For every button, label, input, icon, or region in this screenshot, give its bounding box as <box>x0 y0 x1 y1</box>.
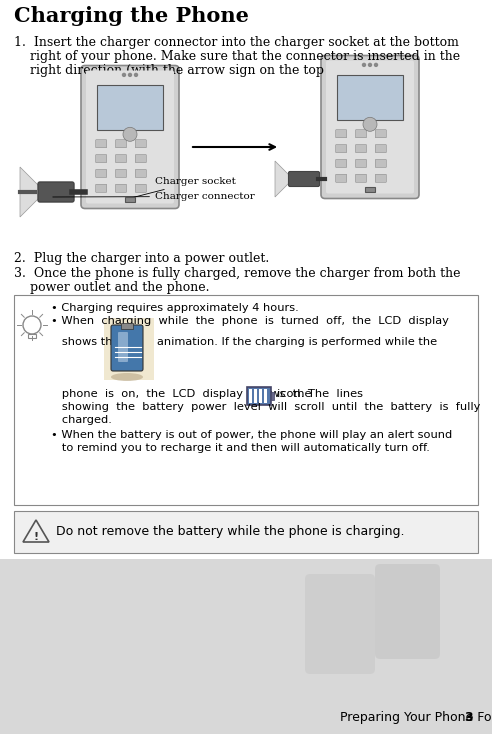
FancyBboxPatch shape <box>336 174 347 182</box>
FancyBboxPatch shape <box>264 389 267 403</box>
Text: !: ! <box>33 532 38 542</box>
FancyBboxPatch shape <box>336 130 347 138</box>
FancyBboxPatch shape <box>125 197 135 202</box>
Text: Do not remove the battery while the phone is charging.: Do not remove the battery while the phon… <box>56 526 404 539</box>
Text: • Charging requires approximately 4 hours.: • Charging requires approximately 4 hour… <box>51 303 299 313</box>
FancyBboxPatch shape <box>375 564 440 659</box>
FancyBboxPatch shape <box>247 387 271 405</box>
Circle shape <box>374 63 377 66</box>
FancyBboxPatch shape <box>96 139 107 148</box>
Text: right direction (with the arrow sign on the top ).: right direction (with the arrow sign on … <box>14 64 337 77</box>
FancyBboxPatch shape <box>135 184 146 192</box>
FancyBboxPatch shape <box>104 318 154 380</box>
Text: 1.  Insert the charger connector into the charger socket at the bottom: 1. Insert the charger connector into the… <box>14 36 459 49</box>
Text: • When the battery is out of power, the phone will play an alert sound: • When the battery is out of power, the … <box>51 430 452 440</box>
FancyBboxPatch shape <box>337 75 403 120</box>
Circle shape <box>123 127 137 142</box>
FancyBboxPatch shape <box>0 559 492 734</box>
FancyBboxPatch shape <box>111 325 143 371</box>
FancyBboxPatch shape <box>81 65 179 208</box>
Text: • When  charging  while  the  phone  is  turned  off,  the  LCD  display: • When charging while the phone is turne… <box>51 316 449 326</box>
Circle shape <box>363 117 377 131</box>
FancyBboxPatch shape <box>135 155 146 163</box>
Text: 3.  Once the phone is fully charged, remove the charger from both the: 3. Once the phone is fully charged, remo… <box>14 267 461 280</box>
FancyBboxPatch shape <box>96 184 107 192</box>
FancyBboxPatch shape <box>118 332 128 362</box>
Text: phone  is  on,  the  LCD  display  shows  the: phone is on, the LCD display shows the <box>51 389 311 399</box>
Text: charged.: charged. <box>51 415 112 425</box>
FancyBboxPatch shape <box>365 186 375 192</box>
FancyBboxPatch shape <box>356 145 367 153</box>
FancyBboxPatch shape <box>375 174 386 182</box>
Text: 2.  Plug the charger into a power outlet.: 2. Plug the charger into a power outlet. <box>14 252 269 265</box>
FancyBboxPatch shape <box>356 130 367 138</box>
FancyBboxPatch shape <box>38 182 74 202</box>
Circle shape <box>369 63 371 66</box>
FancyBboxPatch shape <box>14 511 478 553</box>
Circle shape <box>134 73 137 76</box>
Circle shape <box>363 63 366 66</box>
FancyBboxPatch shape <box>356 174 367 182</box>
Text: Preparing Your Phone For Use: Preparing Your Phone For Use <box>340 711 492 724</box>
FancyBboxPatch shape <box>356 159 367 167</box>
FancyBboxPatch shape <box>28 334 36 338</box>
FancyBboxPatch shape <box>135 139 146 148</box>
Text: to remind you to recharge it and then will automatically turn off.: to remind you to recharge it and then wi… <box>51 443 430 453</box>
FancyBboxPatch shape <box>321 56 419 198</box>
FancyBboxPatch shape <box>375 130 386 138</box>
FancyBboxPatch shape <box>116 155 126 163</box>
FancyBboxPatch shape <box>259 389 262 403</box>
FancyBboxPatch shape <box>326 60 414 194</box>
FancyBboxPatch shape <box>96 84 163 130</box>
Text: showing  the  battery  power  level  will  scroll  until  the  battery  is  full: showing the battery power level will scr… <box>51 402 480 412</box>
FancyBboxPatch shape <box>249 389 252 403</box>
FancyBboxPatch shape <box>135 170 146 178</box>
Circle shape <box>123 73 125 76</box>
FancyBboxPatch shape <box>271 392 274 400</box>
FancyBboxPatch shape <box>96 170 107 178</box>
Polygon shape <box>20 167 45 217</box>
FancyBboxPatch shape <box>14 295 478 505</box>
FancyBboxPatch shape <box>336 145 347 153</box>
Polygon shape <box>23 520 49 542</box>
Text: animation. If the charging is performed while the: animation. If the charging is performed … <box>157 337 437 347</box>
Text: power outlet and the phone.: power outlet and the phone. <box>14 281 210 294</box>
FancyBboxPatch shape <box>336 159 347 167</box>
FancyBboxPatch shape <box>121 323 133 329</box>
FancyBboxPatch shape <box>116 139 126 148</box>
FancyBboxPatch shape <box>288 172 319 186</box>
FancyBboxPatch shape <box>375 145 386 153</box>
FancyBboxPatch shape <box>86 70 174 203</box>
Circle shape <box>128 73 131 76</box>
Text: Charger connector: Charger connector <box>53 192 255 201</box>
FancyBboxPatch shape <box>96 155 107 163</box>
Text: icon. The  lines: icon. The lines <box>277 389 363 399</box>
Circle shape <box>23 316 41 334</box>
Ellipse shape <box>111 373 143 381</box>
Text: right of your phone. Make sure that the connector is inserted in the: right of your phone. Make sure that the … <box>14 50 460 63</box>
FancyBboxPatch shape <box>116 184 126 192</box>
Text: Charging the Phone: Charging the Phone <box>14 6 249 26</box>
Text: shows the: shows the <box>51 337 120 347</box>
FancyBboxPatch shape <box>305 574 375 674</box>
FancyBboxPatch shape <box>375 159 386 167</box>
Text: 3: 3 <box>464 711 473 724</box>
FancyBboxPatch shape <box>254 389 257 403</box>
FancyBboxPatch shape <box>116 170 126 178</box>
Text: Charger socket: Charger socket <box>128 177 236 199</box>
Polygon shape <box>275 161 293 197</box>
